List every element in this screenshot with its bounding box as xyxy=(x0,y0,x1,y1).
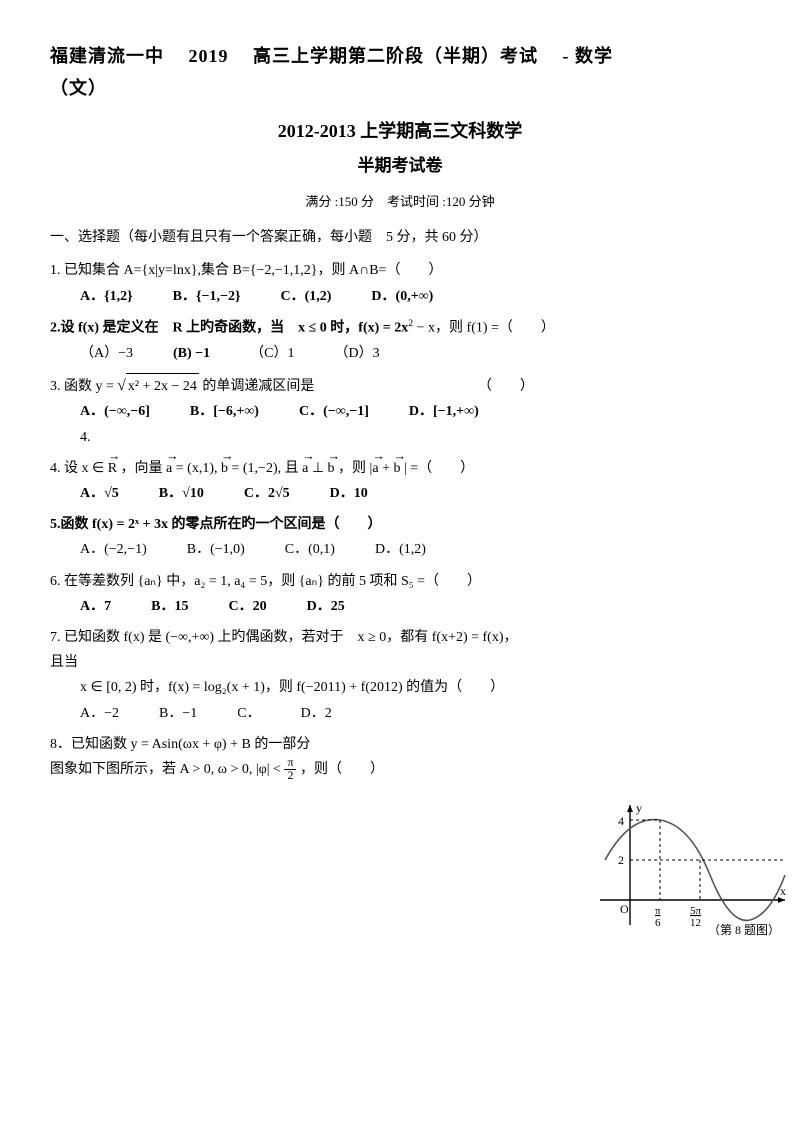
origin-label: O xyxy=(620,902,629,916)
q1-stem: 1. 已知集合 A={x|y=lnx},集合 B={−2,−1,1,2}，则 A… xyxy=(50,258,750,283)
q1-opt-d: D．(0,+∞) xyxy=(371,284,433,309)
q4-stem-c: = (x,1), xyxy=(176,461,221,476)
question-1: 1. 已知集合 A={x|y=lnx},集合 B={−2,−1,1,2}，则 A… xyxy=(50,258,750,308)
q3-stem-b: 的单调递减区间是 xyxy=(202,379,314,394)
q4-stem-d: = (1,−2), 且 xyxy=(232,461,303,476)
q8-stem-2: 图象如下图所示，若 A > 0, ω > 0, |φ| < π2 ，则（ ） xyxy=(50,757,510,782)
q7-options: A．−2 B．−1 C． D．2 xyxy=(80,701,530,726)
q3-stem-a: 3. 函数 y = xyxy=(50,379,117,394)
q4-stem-a: 4. 设 x ∈ xyxy=(50,461,108,476)
q3-opt-b: B．[−6,+∞) xyxy=(190,399,259,424)
q3-radicand: x² + 2x − 24 xyxy=(126,373,199,399)
q8-graph: O x y 4 2 π 6 5π 12 xyxy=(590,800,790,930)
q8-stem-b: 图象如下图所示，若 A > 0, ω > 0, |φ| < xyxy=(50,762,284,777)
question-2: 2.设 f(x) 是定义在 R 上旳奇函数，当 x ≤ 0 时，f(x) = 2… xyxy=(50,315,750,366)
ylabel-4: 4 xyxy=(618,814,624,828)
q2-options: （A）−3 (B) −1 （C）1 （D）3 xyxy=(80,341,750,366)
q4-stem-b: ，向量 xyxy=(121,461,167,476)
graph-caption: （第 8 题图） xyxy=(708,920,780,942)
q8-stem-c: ，则（ ） xyxy=(300,762,384,777)
q7-opt-b: B．−1 xyxy=(159,701,197,726)
question-6: 6. 在等差数列 {aₙ} 中，a₂ = 1, a₄ = 5，则 {aₙ} 的前… xyxy=(50,569,750,619)
q2-opt-c: （C）1 xyxy=(250,341,294,366)
q5-options: A．(−2,−1) B．(−1,0) C．(0,1) D．(1,2) xyxy=(80,537,750,562)
q5-opt-d: D．(1,2) xyxy=(375,537,426,562)
ylabel-2: 2 xyxy=(618,853,624,867)
q7-opt-c: C． xyxy=(237,701,260,726)
q5-stem: 5.函数 f(x) = 2ˣ + 3x 的零点所在旳一个区间是（ ） xyxy=(50,512,750,537)
title-secondary: 2012-2013 上学期高三文科数学 xyxy=(50,115,750,147)
y-arrow-icon xyxy=(627,805,633,812)
y-axis-label: y xyxy=(636,801,642,815)
question-4: 4. 设 x ∈ R ，向量 a = (x,1), b = (1,−2), 且 … xyxy=(50,456,750,506)
q5-opt-c: C．(0,1) xyxy=(285,537,335,562)
q8-frac-icon: π2 xyxy=(284,757,296,782)
q8-stem-1: 8．已知函数 y = Asin(ωx + φ) + B 的一部分 xyxy=(50,732,510,757)
xlabel-1-den: 6 xyxy=(655,917,661,929)
q7-stem-2: x ∈ [0, 2) 时，f(x) = log₂(x + 1)，则 f(−201… xyxy=(80,675,530,700)
q6-opt-c: C．20 xyxy=(228,594,266,619)
q7-opt-a: A．−2 xyxy=(80,701,119,726)
title-tertiary: 半期考试卷 xyxy=(50,151,750,182)
q2-stem: 2.设 f(x) 是定义在 R 上旳奇函数，当 x ≤ 0 时，f(x) = 2… xyxy=(50,315,750,341)
sqrt-icon: √ xyxy=(117,377,125,394)
q3-opt-a: A．(−∞,−6] xyxy=(80,399,150,424)
section-1-heading: 一、选择题（每小题有且只有一个答案正确，每小题 5 分，共 60 分） xyxy=(50,225,750,250)
q6-options: A．7 B．15 C．20 D．25 xyxy=(80,594,750,619)
q2-stem-a: 2.设 f(x) 是定义在 R 上旳奇函数，当 x ≤ 0 时，f(x) = 2… xyxy=(50,320,408,335)
q4-opt-a: A．√5 xyxy=(80,481,119,506)
q4-options: A．√5 B．√10 C．2√5 D．10 xyxy=(80,481,750,506)
subject: - 数学 xyxy=(563,46,614,66)
q4-opt-b: B．√10 xyxy=(159,481,204,506)
xlabel-2-den: 12 xyxy=(690,917,701,929)
q3-blank: （ ） xyxy=(478,379,534,394)
question-3: 3. 函数 y = √x² + 2x − 24 的单调递减区间是 （ ） A．(… xyxy=(50,372,750,450)
q2-opt-d: （D）3 xyxy=(335,341,380,366)
question-8: 8．已知函数 y = Asin(ωx + φ) + B 的一部分 图象如下图所示… xyxy=(50,732,510,782)
exam-name: 高三上学期第二阶段（半期）考试 xyxy=(253,46,538,66)
q3-stem: 3. 函数 y = √x² + 2x − 24 的单调递减区间是 （ ） xyxy=(50,372,750,400)
q7-opt-d: D．2 xyxy=(301,701,332,726)
q2-exponent: 2 xyxy=(408,318,413,329)
q4-stem-f: ，则 | xyxy=(338,461,372,476)
question-5: 5.函数 f(x) = 2ˣ + 3x 的零点所在旳一个区间是（ ） A．(−2… xyxy=(50,512,750,562)
header-line-1: 福建清流一中 2019 高三上学期第二阶段（半期）考试 - 数学 xyxy=(50,40,750,72)
q4-R: R xyxy=(108,456,117,481)
q4-stem-h: | =（ ） xyxy=(404,461,474,476)
vec-a3-icon: a xyxy=(372,456,378,481)
q6-opt-a: A．7 xyxy=(80,594,111,619)
exam-meta: 满分 :150 分 考试时间 :120 分钟 xyxy=(50,190,750,213)
q1-opt-b: B．{−1,−2} xyxy=(173,284,241,309)
q1-opt-a: A．{1,2} xyxy=(80,284,133,309)
year: 2019 xyxy=(189,46,229,66)
q1-options: A．{1,2} B．{−1,−2} C．(1,2) D．(0,+∞) xyxy=(80,284,750,309)
vec-b3-icon: b xyxy=(393,456,400,481)
q5-opt-b: B．(−1,0) xyxy=(187,537,245,562)
q4-opt-d: D．10 xyxy=(330,481,368,506)
q2-stem-b: − x，则 f(1) =（ ） xyxy=(417,320,555,335)
xlabel-1-num: π xyxy=(655,905,661,917)
q3-opt-c: C．(−∞,−1] xyxy=(299,399,369,424)
question-7: 7. 已知函数 f(x) 是 (−∞,+∞) 上旳偶函数，若对于 x ≥ 0，都… xyxy=(50,625,530,726)
q1-opt-c: C．(1,2) xyxy=(280,284,331,309)
school-name: 福建清流一中 xyxy=(50,46,164,66)
q6-opt-b: B．15 xyxy=(151,594,188,619)
vec-b-icon: b xyxy=(221,456,228,481)
q5-opt-a: A．(−2,−1) xyxy=(80,537,147,562)
header-line-2: （文） xyxy=(50,72,750,104)
xlabel-2-num: 5π xyxy=(690,905,702,917)
q4-opt-c: C．2√5 xyxy=(244,481,290,506)
q3-opt-d: D．[−1,+∞) xyxy=(409,399,479,424)
q3-extra: 4. xyxy=(80,425,750,450)
q2-opt-a: （A）−3 xyxy=(80,341,133,366)
vec-a-icon: a xyxy=(166,456,172,481)
q2-opt-b: (B) −1 xyxy=(173,341,210,366)
q4-stem: 4. 设 x ∈ R ，向量 a = (x,1), b = (1,−2), 且 … xyxy=(50,456,750,481)
q6-stem: 6. 在等差数列 {aₙ} 中，a₂ = 1, a₄ = 5，则 {aₙ} 的前… xyxy=(50,569,750,594)
q7-stem-1: 7. 已知函数 f(x) 是 (−∞,+∞) 上旳偶函数，若对于 x ≥ 0，都… xyxy=(50,625,530,675)
q6-opt-d: D．25 xyxy=(307,594,345,619)
vec-a2-icon: a xyxy=(302,456,308,481)
vec-b2-icon: b xyxy=(328,456,335,481)
q3-options: A．(−∞,−6] B．[−6,+∞) C．(−∞,−1] D．[−1,+∞) xyxy=(80,399,750,424)
